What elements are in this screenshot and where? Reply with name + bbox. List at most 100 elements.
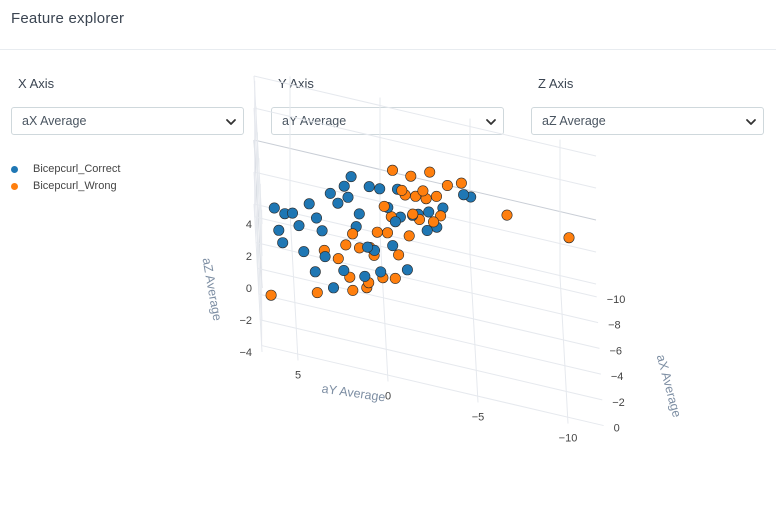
point-correct[interactable]	[389, 216, 401, 228]
gridline-z	[253, 139, 263, 289]
point-correct[interactable]	[286, 207, 298, 219]
point-wrong[interactable]	[407, 208, 419, 220]
gridline-x	[257, 267, 600, 349]
point-correct[interactable]	[423, 206, 435, 218]
plot-points	[265, 164, 575, 301]
point-correct[interactable]	[268, 202, 280, 214]
chevron-down-icon	[746, 119, 756, 125]
point-correct[interactable]	[293, 220, 305, 232]
point-correct[interactable]	[310, 212, 322, 224]
point-wrong[interactable]	[501, 209, 513, 221]
z-axis-control: Z Axis aZ Average	[531, 76, 764, 135]
gridline-x	[260, 319, 603, 401]
point-wrong[interactable]	[430, 190, 442, 202]
z-tick-label: 0	[246, 283, 252, 295]
x-tick-label: −2	[612, 397, 625, 409]
x-axis-label: X Axis	[18, 76, 55, 91]
point-wrong[interactable]	[405, 170, 417, 182]
point-correct[interactable]	[338, 264, 350, 276]
gridline-z	[253, 75, 597, 157]
point-wrong[interactable]	[455, 177, 467, 189]
z-axis-selected-value: aZ Average	[542, 114, 606, 128]
point-correct[interactable]	[342, 191, 354, 203]
y-tick-label: −10	[559, 433, 578, 445]
plot-gridlines	[253, 75, 604, 427]
point-correct[interactable]	[338, 180, 350, 192]
x-tick-label: −6	[609, 345, 622, 357]
point-correct[interactable]	[303, 198, 315, 210]
point-wrong[interactable]	[427, 216, 439, 228]
point-wrong[interactable]	[386, 164, 398, 176]
point-correct[interactable]	[345, 171, 357, 183]
z-axis-dropdown[interactable]: aZ Average	[531, 107, 764, 135]
point-correct[interactable]	[421, 225, 433, 237]
z-tick-label: −4	[239, 347, 252, 359]
point-correct[interactable]	[298, 246, 310, 258]
point-wrong[interactable]	[311, 287, 323, 299]
point-wrong[interactable]	[441, 180, 453, 192]
legend-marker-wrong	[11, 183, 18, 190]
point-correct[interactable]	[316, 225, 328, 237]
z-tick-label: 2	[246, 251, 252, 263]
y-tick-label: 5	[295, 369, 301, 381]
legend-label-correct: Bicepcurl_Correct	[33, 163, 121, 175]
point-wrong[interactable]	[378, 200, 390, 212]
point-wrong[interactable]	[435, 210, 447, 222]
z-tick-label: 4	[246, 219, 252, 231]
y-axis-label: Y Axis	[278, 76, 314, 91]
gridline-x	[254, 216, 597, 298]
point-correct[interactable]	[375, 266, 387, 278]
point-wrong[interactable]	[332, 253, 344, 265]
point-wrong[interactable]	[389, 272, 401, 284]
point-correct[interactable]	[362, 241, 374, 253]
point-correct[interactable]	[387, 240, 399, 252]
gridline-y	[559, 275, 569, 424]
gridline-z	[253, 203, 597, 285]
page-title: Feature explorer	[11, 10, 125, 27]
point-correct[interactable]	[401, 264, 413, 276]
point-wrong[interactable]	[563, 232, 575, 244]
x-tick-label: 0	[614, 423, 620, 435]
legend-marker-correct	[11, 166, 18, 173]
y-tick-label: −5	[472, 412, 485, 424]
point-correct[interactable]	[319, 251, 331, 263]
chevron-down-icon	[226, 119, 236, 125]
z-tick-label: −2	[239, 315, 252, 327]
point-correct[interactable]	[327, 282, 339, 294]
point-wrong[interactable]	[393, 249, 405, 261]
point-wrong[interactable]	[265, 289, 277, 301]
y-axis-title: aY Average	[321, 382, 387, 405]
point-wrong[interactable]	[347, 228, 359, 240]
point-wrong[interactable]	[417, 185, 429, 197]
gridline-y	[469, 254, 479, 403]
gridline-z	[253, 107, 597, 189]
point-correct[interactable]	[273, 224, 285, 236]
gridline-y	[289, 212, 299, 361]
x-tick-label: −8	[608, 320, 621, 332]
point-wrong[interactable]	[381, 227, 393, 239]
z-axis-title: aZ Average	[200, 257, 225, 322]
point-wrong[interactable]	[371, 226, 383, 238]
point-correct[interactable]	[353, 208, 365, 220]
x-axis-title: aX Average	[654, 353, 684, 419]
y-tick-label: 0	[385, 390, 391, 402]
gridline-x	[261, 345, 604, 427]
gridline-x	[258, 293, 601, 375]
point-correct[interactable]	[277, 237, 289, 249]
point-correct[interactable]	[332, 197, 344, 209]
point-correct[interactable]	[324, 187, 336, 199]
point-wrong[interactable]	[340, 239, 352, 251]
legend-label-wrong: Bicepcurl_Wrong	[33, 180, 117, 192]
point-wrong[interactable]	[347, 284, 359, 296]
x-axis-dropdown[interactable]: aX Average	[11, 107, 244, 135]
point-correct[interactable]	[309, 266, 321, 278]
point-wrong[interactable]	[396, 184, 408, 196]
point-wrong[interactable]	[424, 166, 436, 178]
point-correct[interactable]	[359, 270, 371, 282]
point-correct[interactable]	[363, 181, 375, 193]
gridline-y	[379, 233, 389, 382]
point-wrong[interactable]	[403, 230, 415, 242]
point-correct[interactable]	[374, 183, 386, 195]
point-correct[interactable]	[458, 189, 470, 201]
